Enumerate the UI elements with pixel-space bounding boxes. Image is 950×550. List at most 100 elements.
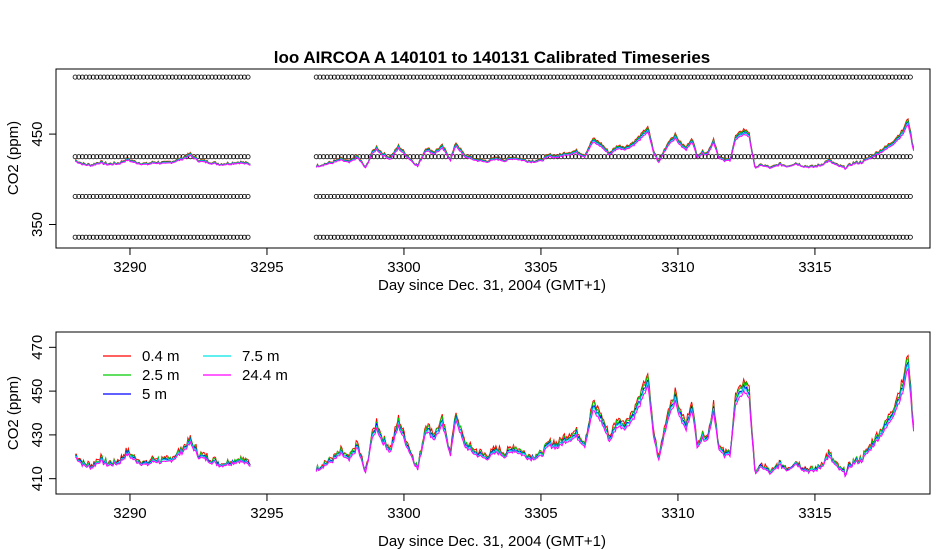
calibration-point bbox=[511, 193, 517, 199]
calibration-point bbox=[522, 193, 528, 199]
calibration-point bbox=[500, 193, 506, 199]
calibration-point bbox=[771, 193, 777, 199]
calibration-point bbox=[756, 74, 762, 80]
calibration-point bbox=[803, 154, 809, 160]
calibration-point bbox=[882, 154, 888, 160]
calibration-point bbox=[205, 234, 211, 240]
calibration-point bbox=[709, 74, 715, 80]
calibration-point bbox=[425, 234, 431, 240]
x-tick-label: 3290 bbox=[113, 505, 146, 522]
calibration-point bbox=[241, 74, 247, 80]
calibration-point bbox=[727, 193, 733, 199]
calibration-point bbox=[861, 154, 867, 160]
calibration-point bbox=[749, 234, 755, 240]
calibration-point bbox=[684, 193, 690, 199]
calibration-point bbox=[540, 193, 546, 199]
calibration-point bbox=[522, 234, 528, 240]
calibration-point bbox=[79, 154, 85, 160]
calibration-point bbox=[454, 154, 460, 160]
calibration-point bbox=[810, 154, 816, 160]
calibration-point bbox=[241, 193, 247, 199]
calibration-point bbox=[850, 154, 856, 160]
calibration-point bbox=[213, 234, 219, 240]
calibration-point bbox=[717, 74, 723, 80]
top-y-axis: 350 450 bbox=[29, 122, 56, 237]
calibration-point bbox=[709, 154, 715, 160]
calibration-point bbox=[817, 193, 823, 199]
calibration-point bbox=[356, 193, 362, 199]
calibration-point bbox=[486, 154, 492, 160]
calibration-point bbox=[832, 154, 838, 160]
calibration-point bbox=[209, 193, 215, 199]
calibration-point bbox=[360, 74, 366, 80]
calibration-point bbox=[94, 74, 100, 80]
calibration-point bbox=[663, 154, 669, 160]
calibration-point bbox=[425, 74, 431, 80]
calibration-point bbox=[886, 74, 892, 80]
calibration-point bbox=[151, 74, 157, 80]
calibration-point bbox=[724, 74, 730, 80]
calibration-point bbox=[195, 193, 201, 199]
calibration-point bbox=[767, 74, 773, 80]
calibration-point bbox=[223, 74, 229, 80]
calibration-point bbox=[184, 193, 190, 199]
calibration-point bbox=[371, 193, 377, 199]
calibration-point bbox=[461, 234, 467, 240]
calibration-point bbox=[742, 234, 748, 240]
calibration-point bbox=[681, 234, 687, 240]
calibration-point bbox=[162, 74, 168, 80]
calibration-point bbox=[141, 193, 147, 199]
calibration-point bbox=[331, 234, 337, 240]
calibration-point bbox=[778, 154, 784, 160]
calibration-point bbox=[173, 193, 179, 199]
bottom-plot-frame bbox=[55, 331, 931, 495]
calibration-point bbox=[205, 74, 211, 80]
calibration-point bbox=[486, 74, 492, 80]
calibration-point bbox=[425, 193, 431, 199]
calibration-point bbox=[407, 234, 413, 240]
calibration-point bbox=[173, 74, 179, 80]
calibration-point bbox=[112, 193, 118, 199]
calibration-point bbox=[83, 234, 89, 240]
calibration-point bbox=[533, 74, 539, 80]
calibration-point bbox=[227, 74, 233, 80]
calibration-point bbox=[144, 154, 150, 160]
calibration-point bbox=[105, 154, 111, 160]
calibration-point bbox=[378, 193, 384, 199]
calibration-point bbox=[544, 74, 550, 80]
calibration-point bbox=[148, 193, 154, 199]
calibration-point bbox=[421, 74, 427, 80]
calibration-point bbox=[555, 74, 561, 80]
calibration-point bbox=[454, 74, 460, 80]
calibration-point bbox=[515, 74, 521, 80]
calibration-point bbox=[90, 74, 96, 80]
calibration-point bbox=[846, 154, 852, 160]
calibration-point bbox=[313, 154, 319, 160]
calibration-point bbox=[835, 234, 841, 240]
calibration-point bbox=[468, 234, 474, 240]
calibration-point bbox=[482, 74, 488, 80]
calibration-point bbox=[695, 74, 701, 80]
calibration-point bbox=[727, 234, 733, 240]
calibration-point bbox=[749, 193, 755, 199]
calibration-point bbox=[821, 234, 827, 240]
calibration-point bbox=[652, 234, 658, 240]
calibration-point bbox=[771, 74, 777, 80]
calibration-point bbox=[148, 154, 154, 160]
calibration-point bbox=[814, 234, 820, 240]
calibration-point bbox=[591, 193, 597, 199]
calibration-point bbox=[364, 193, 370, 199]
calibration-point bbox=[205, 154, 211, 160]
calibration-point bbox=[313, 193, 319, 199]
calibration-point bbox=[897, 74, 903, 80]
calibration-point bbox=[565, 193, 571, 199]
calibration-point bbox=[371, 234, 377, 240]
x-tick-label: 3305 bbox=[524, 505, 557, 522]
calibration-point bbox=[763, 74, 769, 80]
calibration-point bbox=[346, 74, 352, 80]
calibration-point bbox=[378, 74, 384, 80]
calibration-point bbox=[313, 234, 319, 240]
calibration-point bbox=[616, 74, 622, 80]
calibration-point bbox=[709, 234, 715, 240]
calibration-point bbox=[216, 193, 222, 199]
